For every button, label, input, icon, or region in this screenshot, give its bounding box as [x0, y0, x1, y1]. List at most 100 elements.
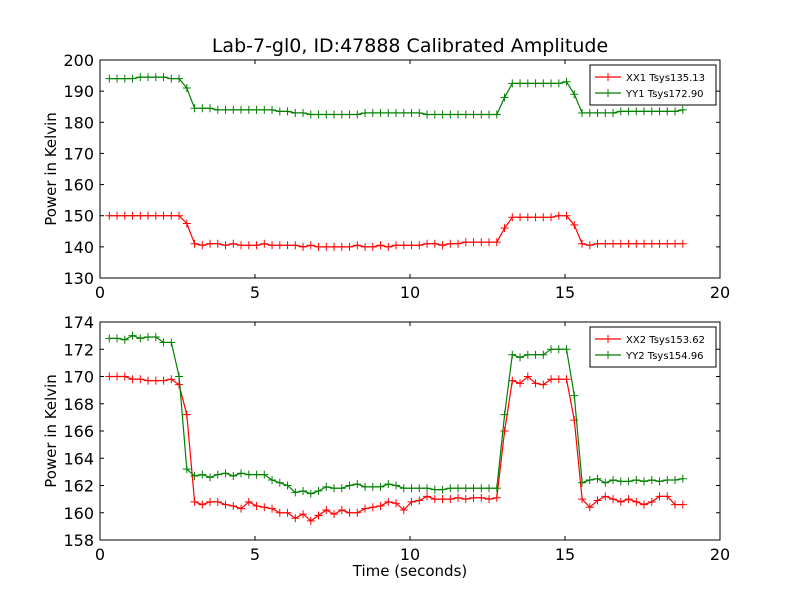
- data-point: [353, 241, 362, 250]
- y-tick-label: 170: [63, 368, 94, 387]
- data-point: [415, 496, 424, 505]
- data-point: [144, 376, 153, 385]
- data-point: [492, 238, 501, 247]
- data-point: [438, 485, 447, 494]
- data-point: [593, 108, 602, 117]
- data-point: [167, 211, 176, 220]
- data-point: [500, 427, 509, 435]
- data-point: [632, 107, 641, 116]
- y-tick-label: 166: [63, 422, 94, 441]
- data-point: [477, 484, 486, 493]
- data-point: [244, 497, 253, 506]
- data-point: [508, 79, 517, 88]
- data-point: [632, 476, 641, 485]
- data-point: [539, 213, 548, 222]
- data-point: [647, 476, 656, 485]
- data-point: [322, 506, 331, 515]
- data-point: [500, 93, 509, 102]
- data-point: [260, 239, 269, 248]
- data-point: [353, 508, 362, 517]
- legend-label: YY1 Tsys172.90: [625, 89, 704, 100]
- y-axis-label: Power in Kelvin: [42, 374, 60, 488]
- data-point: [268, 504, 277, 513]
- data-point: [655, 477, 664, 486]
- data-point: [601, 239, 610, 248]
- data-point: [384, 480, 393, 489]
- data-point: [376, 482, 385, 491]
- data-point: [167, 338, 176, 347]
- data-point: [516, 353, 525, 362]
- data-point: [663, 107, 672, 116]
- data-point: [144, 211, 153, 220]
- data-point: [252, 501, 261, 510]
- data-point: [392, 241, 401, 250]
- data-point: [430, 239, 439, 248]
- data-point: [671, 107, 680, 116]
- data-point: [198, 470, 207, 479]
- data-point: [353, 480, 362, 489]
- data-point: [438, 241, 447, 250]
- data-point: [640, 477, 649, 486]
- data-point: [663, 239, 672, 248]
- data-point: [221, 105, 230, 114]
- data-point: [632, 497, 641, 506]
- data-point: [345, 110, 354, 119]
- bottom-chart: 0 5 10 15 20 158 160 162 164 166 168 170 172 174 Power…: [42, 313, 730, 580]
- x-tick-label: 20: [710, 545, 730, 564]
- data-point: [500, 410, 509, 419]
- data-point: [337, 242, 346, 251]
- x-tick-label: 0: [95, 283, 105, 302]
- data-point: [678, 474, 687, 483]
- data-point: [539, 380, 548, 389]
- data-point: [399, 241, 408, 250]
- y-tick-label: 190: [63, 82, 94, 101]
- data-point: [136, 334, 145, 343]
- data-point: [244, 470, 253, 479]
- data-point: [454, 239, 463, 248]
- data-point: [105, 211, 114, 220]
- data-point: [585, 476, 594, 485]
- data-point: [554, 79, 563, 88]
- data-point: [159, 376, 168, 385]
- data-point: [562, 345, 571, 354]
- data-point: [283, 241, 292, 250]
- data-point: [198, 104, 207, 113]
- data-point: [151, 332, 160, 341]
- data-point: [547, 79, 556, 88]
- data-point: [345, 481, 354, 490]
- data-point: [167, 375, 176, 384]
- data-point: [554, 345, 563, 354]
- data-point: [609, 476, 618, 485]
- data-point: [314, 242, 323, 251]
- data-point: [353, 110, 362, 119]
- data-point: [407, 108, 416, 117]
- data-point: [454, 484, 463, 493]
- data-point: [299, 486, 308, 495]
- data-point: [144, 332, 153, 341]
- data-point: [368, 503, 377, 512]
- data-point: [113, 74, 122, 83]
- data-point: [275, 508, 284, 517]
- data-point: [570, 90, 579, 99]
- data-point: [423, 492, 432, 501]
- legend-marker: [604, 351, 612, 359]
- data-point: [299, 242, 308, 251]
- data-point: [291, 488, 300, 497]
- data-point: [244, 241, 253, 250]
- data-point: [601, 108, 610, 117]
- data-point: [384, 497, 393, 506]
- data-point: [663, 492, 672, 501]
- data-point: [229, 239, 238, 248]
- data-point: [547, 375, 556, 384]
- data-point: [678, 500, 687, 509]
- data-point: [221, 500, 230, 509]
- data-point: [593, 496, 602, 505]
- data-point: [136, 211, 145, 220]
- data-point: [361, 504, 370, 513]
- data-point: [578, 108, 587, 117]
- data-point: [229, 501, 238, 510]
- data-point: [275, 478, 284, 487]
- x-tick-label: 10: [400, 283, 420, 302]
- data-point: [585, 503, 594, 512]
- data-point: [523, 350, 532, 359]
